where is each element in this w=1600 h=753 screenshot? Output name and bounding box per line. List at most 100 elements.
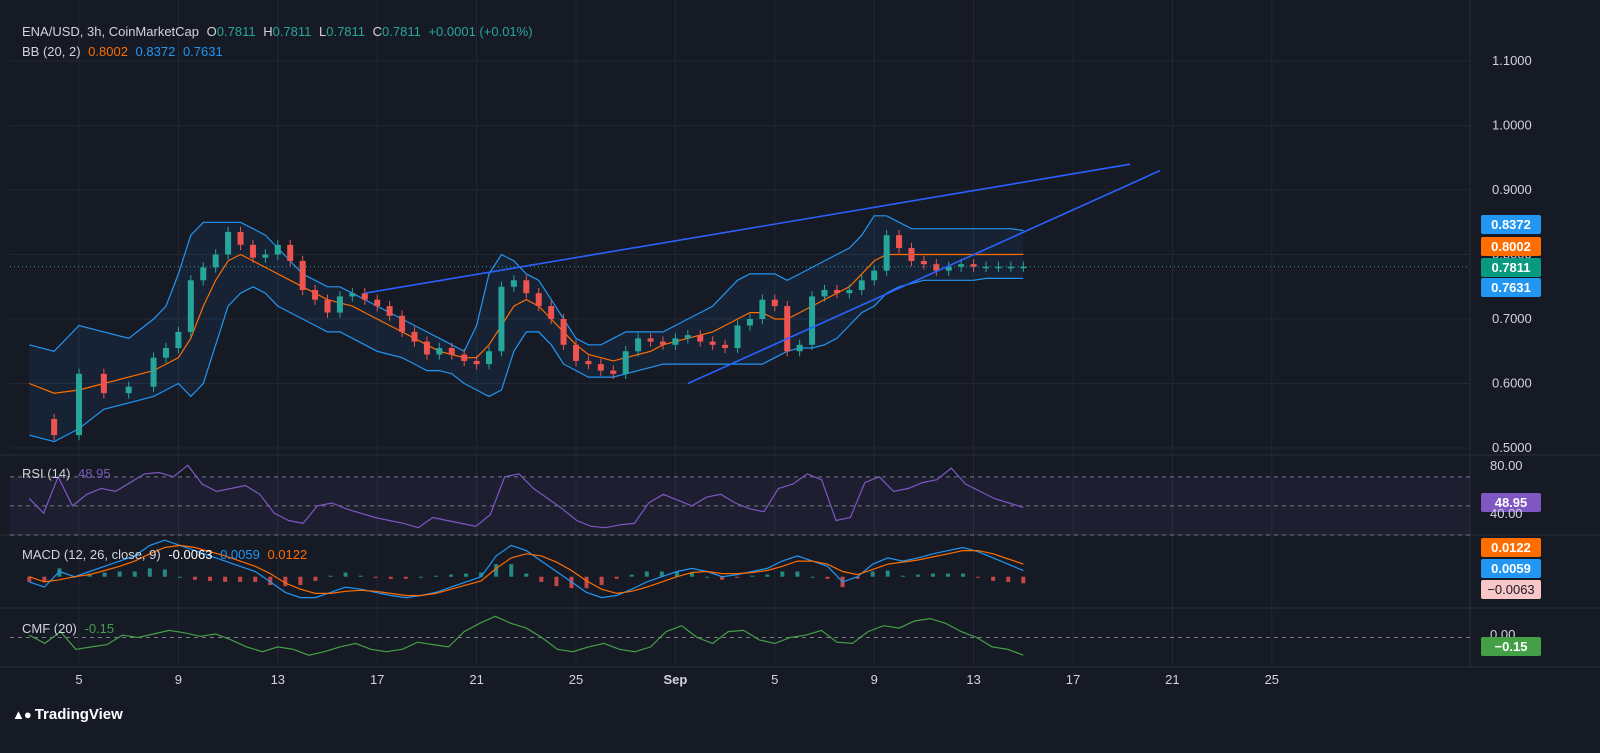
y-tick-label: 0.5000: [1492, 440, 1532, 455]
macd-line-badge: 0.0059: [1481, 559, 1541, 578]
macd-histogram-bar: [464, 573, 469, 577]
candle-body: [622, 351, 629, 374]
cmf-label: CMF (20): [22, 621, 77, 636]
x-tick-label: 21: [469, 672, 483, 687]
macd-histogram-bar: [177, 576, 182, 578]
y-tick-label: 0.7000: [1492, 311, 1532, 326]
candle-body: [473, 360, 480, 365]
candle-body: [983, 266, 990, 269]
candle-body: [883, 235, 890, 271]
macd-histogram-bar: [810, 576, 815, 578]
macd-histogram-bar: [930, 573, 935, 577]
macd-histogram-bar: [403, 576, 408, 579]
x-tick-label: 9: [871, 672, 878, 687]
cmf-line: [29, 615, 1024, 656]
candle-body: [436, 348, 443, 355]
candle-body: [1007, 266, 1014, 269]
macd-signal-badge: 0.0122: [1481, 538, 1541, 557]
change-value: +0.0001 (+0.01%): [428, 24, 533, 39]
candle-body: [324, 299, 331, 313]
candle-body: [585, 360, 592, 365]
macd-histogram-bar: [720, 576, 725, 580]
rsi-axis-bottom: 40.00: [1490, 506, 1523, 521]
candle-body: [299, 260, 306, 290]
low-value: 0.7811: [326, 24, 366, 39]
candle-body: [647, 338, 654, 342]
macd-histogram-bar: [313, 576, 318, 581]
candle-body: [896, 235, 903, 249]
macd-histogram-bar: [358, 575, 363, 577]
macd-histogram-bar: [991, 576, 996, 581]
macd-histogram-bar: [373, 576, 378, 578]
rsi-label: RSI (14): [22, 466, 71, 481]
candle-body: [746, 319, 753, 326]
macd-histogram-bar: [1021, 576, 1026, 584]
tradingview-footer[interactable]: ▲● TradingView: [12, 706, 123, 723]
candle-body: [610, 370, 617, 374]
candle-body: [486, 351, 493, 365]
macd-histogram-bar: [900, 575, 905, 577]
macd-histogram-bar: [418, 576, 423, 578]
candle-body: [684, 335, 691, 339]
candle-body: [374, 299, 381, 307]
bb-basis-badge: 0.8002: [1481, 237, 1541, 256]
candle-body: [187, 280, 194, 332]
macd-histogram-bar: [750, 575, 755, 577]
x-tick-label: 5: [75, 672, 82, 687]
candle-body: [672, 338, 679, 345]
macd-line: [29, 539, 1024, 599]
macd-histogram-bar: [659, 571, 664, 577]
bb-basis-value: 0.8002: [88, 44, 128, 59]
candle-body: [200, 267, 207, 281]
candle-body: [821, 289, 828, 297]
candle-body: [162, 348, 169, 358]
candle-body: [759, 299, 766, 319]
candle-body: [933, 264, 940, 271]
rsi-badge: 48.95: [1481, 493, 1541, 512]
bb-lower-badge: 0.7631: [1481, 278, 1541, 297]
candle-body: [100, 373, 107, 394]
macd-histogram-bar: [192, 576, 197, 580]
macd-histogram-bar: [1006, 576, 1011, 582]
candle-body: [908, 248, 915, 261]
candle-body: [423, 341, 430, 355]
y-tick-label: 1.1000: [1492, 53, 1532, 68]
symbol-legend: ENA/USD, 3h, CoinMarketCap O0.7811 H0.78…: [22, 24, 533, 39]
candle-body: [76, 373, 82, 436]
cmf-value: -0.15: [84, 621, 115, 636]
macd-histogram-bar: [554, 576, 559, 587]
x-tick-label: 17: [1066, 672, 1080, 687]
trendline-lower: [687, 169, 1161, 385]
bb-band-fill: [29, 215, 1024, 442]
macd-hist-badge: −0.0063: [1481, 580, 1541, 599]
macd-histogram-bar: [509, 564, 514, 577]
macd-histogram-bar: [27, 576, 32, 582]
candle-body: [920, 260, 927, 265]
macd-histogram-bar: [298, 576, 303, 586]
candle-body: [958, 264, 965, 267]
macd-histogram-bar: [599, 576, 604, 586]
macd-histogram-bar: [689, 572, 694, 577]
x-tick-label: 17: [370, 672, 384, 687]
footer-brand: TradingView: [34, 706, 123, 723]
macd-histogram-bar: [961, 573, 966, 577]
macd-histogram-bar: [57, 568, 62, 577]
macd-histogram-bar: [915, 574, 920, 577]
macd-histogram-bar: [629, 574, 634, 577]
close-label: C: [372, 24, 383, 39]
candle-body: [1020, 266, 1027, 269]
x-tick-label: 13: [271, 672, 285, 687]
macd-label: MACD (12, 26, close, 9): [22, 547, 161, 562]
candle-body: [249, 244, 256, 258]
candle-body: [697, 335, 704, 342]
macd-histogram-bar: [870, 571, 875, 577]
candle-body: [312, 289, 319, 300]
bb-upper-badge: 0.8372: [1481, 215, 1541, 234]
candle-body: [871, 270, 878, 281]
candle-body: [858, 280, 865, 290]
candle-body: [150, 357, 157, 387]
candle-body: [386, 306, 393, 316]
macd-histogram-bar: [132, 571, 137, 577]
macd-histogram-bar: [795, 571, 800, 577]
